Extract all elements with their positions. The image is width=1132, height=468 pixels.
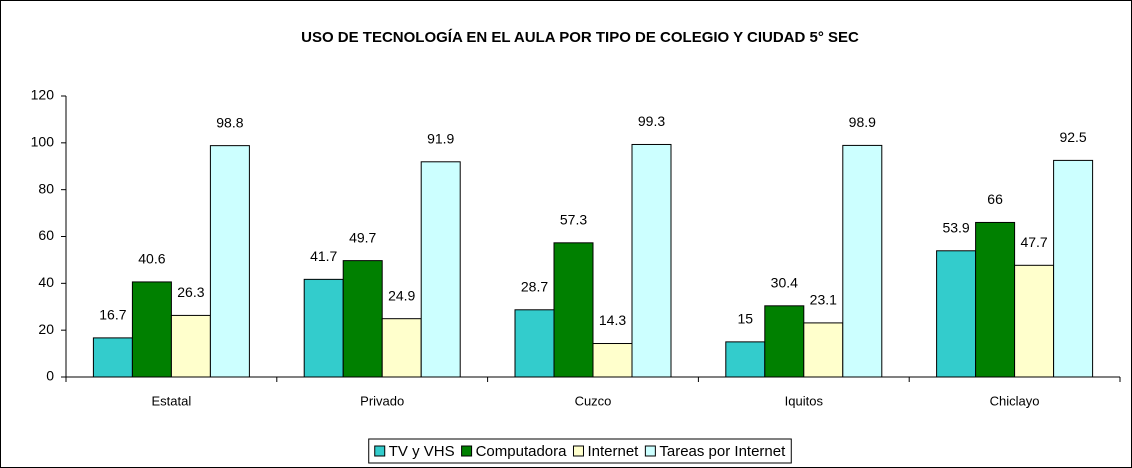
bar [631,143,672,378]
bar [764,305,805,378]
bar [592,343,633,378]
x-tick-label: Chiclayo [990,393,1040,408]
chart-title: USO DE TECNOLOGÍA EN EL AULA POR TIPO DE… [301,29,859,46]
bar [842,144,883,378]
value-label: 91.9 [427,131,454,147]
bar [553,242,594,378]
bar [303,278,344,378]
bar [131,281,172,378]
value-label: 26.3 [177,284,204,300]
legend-label: Tareas por Internet [659,443,786,460]
value-label: 30.4 [771,275,798,291]
y-tick-label: 20 [38,321,54,337]
bar [342,260,383,378]
legend-label: TV y VHS [389,443,455,460]
bar [420,161,461,378]
bar [381,318,422,378]
legend-swatch [374,445,386,457]
bar [975,221,1016,378]
value-label: 99.3 [638,113,665,129]
x-tick-label: Estatal [152,393,192,408]
value-label: 53.9 [942,219,969,235]
bar [92,337,133,378]
value-label: 40.6 [138,251,165,267]
bar [1053,159,1094,378]
legend-swatch [572,445,584,457]
legend-swatch [644,445,656,457]
value-label: 41.7 [310,248,337,264]
legend-swatch [461,445,473,457]
value-label: 49.7 [349,229,376,245]
y-tick-label: 100 [31,134,55,150]
value-label: 92.5 [1059,129,1086,145]
value-label: 14.3 [599,312,626,328]
bar [936,250,977,378]
bar [725,341,766,378]
x-tick-label: Privado [360,393,404,408]
bar [1014,264,1055,378]
value-label: 15 [738,311,754,327]
x-tick-label: Iquitos [785,393,824,408]
y-tick-label: 40 [38,274,54,290]
value-label: 24.9 [388,287,415,303]
value-label: 98.9 [849,114,876,130]
bar [803,322,844,378]
value-label: 66 [987,191,1003,207]
y-tick-label: 80 [38,180,54,196]
value-label: 57.3 [560,212,587,228]
y-tick-label: 120 [31,87,55,103]
value-label: 16.7 [99,307,126,323]
value-label: 47.7 [1020,234,1047,250]
y-tick-label: 0 [46,368,54,384]
bar [170,314,211,378]
bar [514,309,555,378]
legend-label: Computadora [476,443,568,460]
value-label: 23.1 [810,292,837,308]
x-tick-label: Cuzco [575,393,612,408]
value-label: 98.8 [216,114,243,130]
legend-label: Internet [587,443,639,460]
bar [209,145,250,378]
y-tick-label: 60 [38,227,54,243]
value-label: 28.7 [521,278,548,294]
